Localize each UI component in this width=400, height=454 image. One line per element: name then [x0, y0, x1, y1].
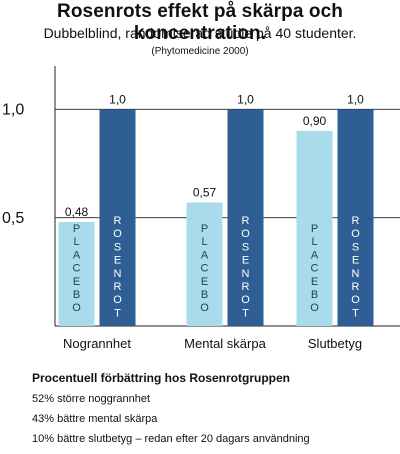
- bar-placebo-1: [58, 222, 95, 326]
- bar-series-letter: O: [310, 302, 319, 314]
- bar-series-letter: P: [311, 223, 318, 235]
- x-category-label: Mental skärpa: [184, 336, 266, 351]
- bar-series-letter: O: [351, 294, 360, 306]
- bar-series-letter: O: [72, 302, 81, 314]
- chart-title: Rosenrots effekt på skärpa och koncentra…: [57, 1, 343, 44]
- bar-series-letter: C: [201, 263, 209, 275]
- bar-series-letter: R: [352, 215, 360, 227]
- bar-series-letter: B: [201, 289, 208, 301]
- bar-series-letter: A: [311, 249, 319, 261]
- bar-series-letter: T: [114, 307, 121, 319]
- y-tick-label: 0,5: [2, 210, 24, 227]
- bar-series-letter: R: [242, 281, 250, 293]
- bar-series-letter: L: [73, 236, 79, 248]
- data-label: 1,0: [109, 92, 126, 106]
- bar-series-letter: E: [242, 255, 249, 267]
- bar-series-letter: O: [351, 228, 360, 240]
- data-label: 0,48: [65, 205, 89, 219]
- bar-series-letter: R: [114, 281, 122, 293]
- notes-heading: Procentuell förbättring hos Rosenrotgrup…: [32, 371, 291, 385]
- bar-series-letter: L: [201, 236, 207, 248]
- x-category-label: Slutbetyg: [308, 336, 362, 351]
- bar-series-letter: A: [73, 249, 81, 261]
- bar-series-letter: O: [241, 228, 250, 240]
- bar-series-letter: R: [114, 215, 122, 227]
- data-label: 0,57: [193, 186, 217, 200]
- bar-series-letter: B: [311, 289, 318, 301]
- bar-rosenrot-2: [227, 109, 264, 326]
- bar-series-letter: T: [242, 307, 249, 319]
- bar-series-letter: E: [311, 276, 318, 288]
- bar-rosenrot-3: [337, 109, 374, 326]
- bar-series-letter: E: [73, 276, 80, 288]
- x-category-label: Nogrannhet: [63, 336, 131, 351]
- data-label: 1,0: [237, 92, 254, 106]
- bar-series-letter: B: [73, 289, 80, 301]
- bar-rosenrot-1: [99, 109, 136, 326]
- bar-series-letter: A: [201, 249, 209, 261]
- note-item: 52% större noggrannhet: [32, 393, 151, 405]
- improvement-notes: Procentuell förbättring hos Rosenrotgrup…: [32, 372, 310, 454]
- bar-series-letter: R: [352, 281, 360, 293]
- bar-series-letter: N: [242, 268, 250, 280]
- bar-series-letter: E: [201, 276, 208, 288]
- note-item: 43% bättre mental skärpa: [32, 413, 158, 425]
- bar-placebo-3: [296, 131, 333, 326]
- bar-placebo-2: [186, 202, 223, 326]
- bar-chart: 0,51,00,48PLACEBO1,0ROSENROTNogrannhet0,…: [2, 66, 400, 351]
- bar-series-letter: C: [311, 263, 319, 275]
- y-tick-label: 1,0: [2, 102, 24, 119]
- data-label: 0,90: [303, 114, 327, 128]
- bar-series-letter: L: [311, 236, 317, 248]
- bar-series-letter: O: [113, 294, 122, 306]
- bar-series-letter: E: [114, 255, 121, 267]
- data-label: 1,0: [347, 92, 364, 106]
- bar-series-letter: P: [201, 223, 208, 235]
- bar-series-letter: N: [114, 268, 122, 280]
- chart-source: (Phytomedicine 2000): [151, 46, 249, 57]
- bar-series-letter: O: [200, 302, 209, 314]
- note-item: 10% bättre slutbetyg – redan efter 20 da…: [32, 433, 310, 445]
- bar-series-letter: S: [114, 241, 121, 253]
- bar-series-letter: R: [242, 215, 250, 227]
- bar-series-letter: N: [352, 268, 360, 280]
- bar-series-letter: T: [352, 307, 359, 319]
- bar-series-letter: O: [113, 228, 122, 240]
- bar-series-letter: O: [241, 294, 250, 306]
- chart-subtitle: Dubbelblind, randomiserad studie på 40 s…: [43, 25, 357, 41]
- bar-series-letter: C: [73, 263, 81, 275]
- bar-series-letter: E: [352, 255, 359, 267]
- bar-series-letter: S: [352, 241, 359, 253]
- bar-series-letter: S: [242, 241, 249, 253]
- bar-series-letter: P: [73, 223, 80, 235]
